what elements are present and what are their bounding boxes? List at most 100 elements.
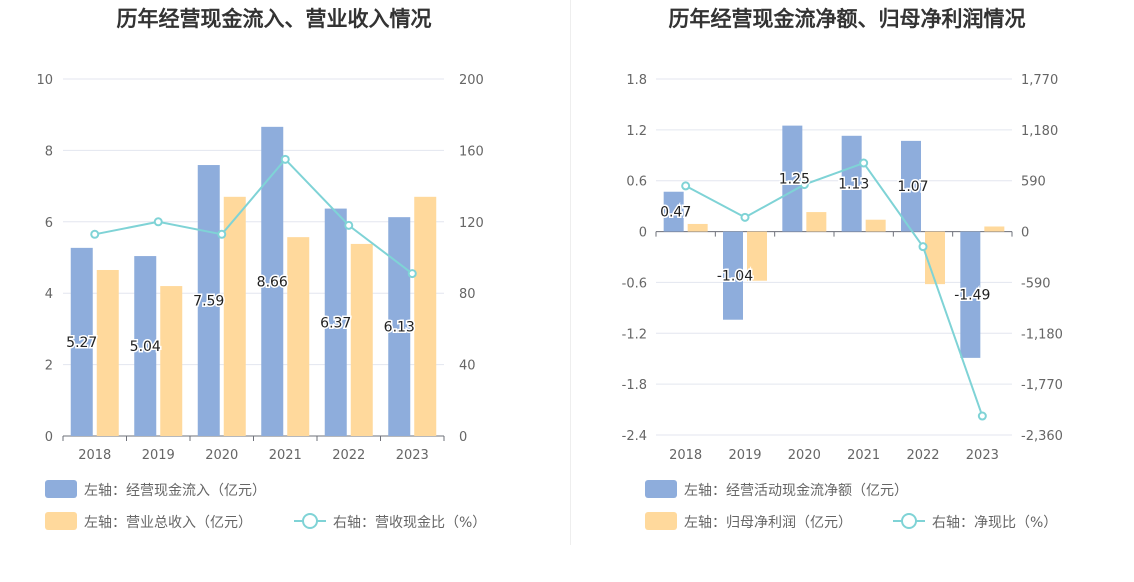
- bar-primary: [782, 125, 803, 232]
- x-axis-tick: 2023: [966, 448, 999, 463]
- left-axis-tick: -2.4: [622, 429, 647, 444]
- data-label: 1.13: [838, 177, 869, 193]
- line-point: [799, 180, 809, 190]
- data-label: 1.07: [897, 179, 928, 195]
- bar-secondary: [687, 223, 708, 232]
- line-series: [94, 157, 413, 275]
- chart-title: 历年经营现金流净额、归母净利润情况: [669, 7, 1026, 31]
- bar-primary: [261, 126, 284, 436]
- x-axis-tick: 2022: [906, 448, 939, 463]
- x-axis-tick: 2020: [788, 448, 821, 463]
- bar-secondary: [925, 231, 945, 285]
- data-label: 0.47: [660, 205, 691, 221]
- bar-secondary: [350, 243, 373, 436]
- line-point: [280, 154, 290, 164]
- x-axis-tick: 2022: [332, 448, 365, 463]
- line-point: [918, 242, 928, 252]
- left-axis-tick: 0.6: [626, 175, 647, 190]
- data-label: 8.66: [257, 274, 288, 290]
- left-axis-tick: -0.6: [622, 276, 647, 291]
- right-axis-tick: 200: [459, 73, 484, 88]
- legend-label: 左轴：营业总收入（亿元）: [84, 515, 252, 531]
- legend-line-icon[interactable]: [302, 513, 318, 529]
- x-axis-tick: 2019: [142, 448, 175, 463]
- left-axis-tick: 0: [639, 226, 647, 241]
- data-label: 6.37: [320, 315, 351, 331]
- bar-primary: [663, 191, 684, 232]
- legend-swatch-primary[interactable]: [645, 480, 677, 498]
- bar-primary: [960, 231, 981, 358]
- line-point: [681, 181, 691, 191]
- legend-label: 左轴：经营现金流入（亿元）: [84, 483, 266, 499]
- data-label: -1.04: [717, 269, 753, 285]
- legend-swatch-secondary[interactable]: [645, 512, 677, 530]
- left-axis-tick: 0: [45, 430, 53, 445]
- data-label: 1.25: [779, 172, 810, 188]
- right-axis-tick: 120: [459, 216, 484, 231]
- left-axis-tick: 6: [45, 216, 53, 231]
- right-axis-tick: 160: [459, 144, 484, 159]
- x-axis-tick: 2023: [396, 448, 429, 463]
- bar-secondary: [414, 196, 437, 436]
- x-axis-tick: 2021: [847, 448, 880, 463]
- bar-secondary: [223, 196, 246, 436]
- line-point: [344, 220, 354, 230]
- left-axis-tick: 4: [45, 287, 53, 302]
- right-axis-tick: -590: [1021, 276, 1051, 291]
- right-axis-tick: 80: [459, 287, 476, 302]
- right-axis-tick: 1,180: [1021, 124, 1058, 139]
- line-point: [217, 229, 227, 239]
- left-axis-tick: 8: [45, 144, 53, 159]
- legend-label: 右轴：净现比（%）: [932, 515, 1057, 531]
- legend-label: 右轴：营收现金比（%）: [333, 515, 486, 531]
- x-axis-tick: 2018: [669, 448, 702, 463]
- bar-secondary: [160, 286, 183, 436]
- x-axis-tick: 2021: [269, 448, 302, 463]
- legend-label: 左轴：归母净利润（亿元）: [684, 514, 852, 531]
- left-axis-tick: 2: [45, 359, 53, 374]
- legend-label: 左轴：经营活动现金流净额（亿元）: [684, 483, 908, 499]
- panel-divider: [570, 0, 571, 545]
- data-label: 5.27: [66, 335, 97, 351]
- bar-secondary: [96, 269, 119, 436]
- data-label: 6.13: [384, 320, 415, 336]
- line-point: [90, 229, 100, 239]
- x-axis-tick: 2018: [78, 448, 111, 463]
- right-axis-tick: 0: [1021, 226, 1029, 241]
- line-point: [153, 217, 163, 227]
- data-label: 5.04: [130, 339, 161, 355]
- right-axis-tick: -2,360: [1021, 429, 1063, 444]
- bar-primary: [388, 217, 411, 436]
- legend-swatch-primary[interactable]: [45, 480, 77, 498]
- right-axis-tick: -1,180: [1021, 327, 1063, 342]
- line-point: [977, 411, 987, 421]
- legend-swatch-secondary[interactable]: [45, 512, 77, 530]
- right-axis-tick: -1,770: [1021, 378, 1063, 393]
- x-axis-tick: 2019: [728, 448, 761, 463]
- line-point: [740, 212, 750, 222]
- x-axis-tick: 2020: [205, 448, 238, 463]
- line-point: [407, 269, 417, 279]
- line-point: [859, 158, 869, 168]
- bar-secondary: [865, 219, 886, 232]
- chart-title: 历年经营现金流入、营业收入情况: [117, 7, 432, 31]
- data-label: 7.59: [193, 294, 224, 310]
- left-axis-tick: 1.2: [626, 124, 647, 139]
- bar-primary: [324, 208, 347, 436]
- bar-secondary: [984, 226, 1005, 232]
- legend-line-icon[interactable]: [901, 513, 917, 529]
- left-axis-tick: 10: [36, 73, 53, 88]
- right-axis-tick: 590: [1021, 175, 1046, 190]
- right-axis-tick: 0: [459, 430, 467, 445]
- bar-secondary: [287, 237, 310, 436]
- line-series: [685, 161, 984, 417]
- bar-primary: [70, 247, 93, 436]
- bar-primary: [723, 231, 743, 320]
- left-axis-tick: 1.8: [626, 73, 647, 88]
- data-label: -1.49: [954, 288, 990, 304]
- bar-primary: [134, 256, 157, 436]
- bar-primary: [841, 135, 862, 232]
- bar-secondary: [806, 212, 827, 232]
- bar-primary: [901, 140, 921, 232]
